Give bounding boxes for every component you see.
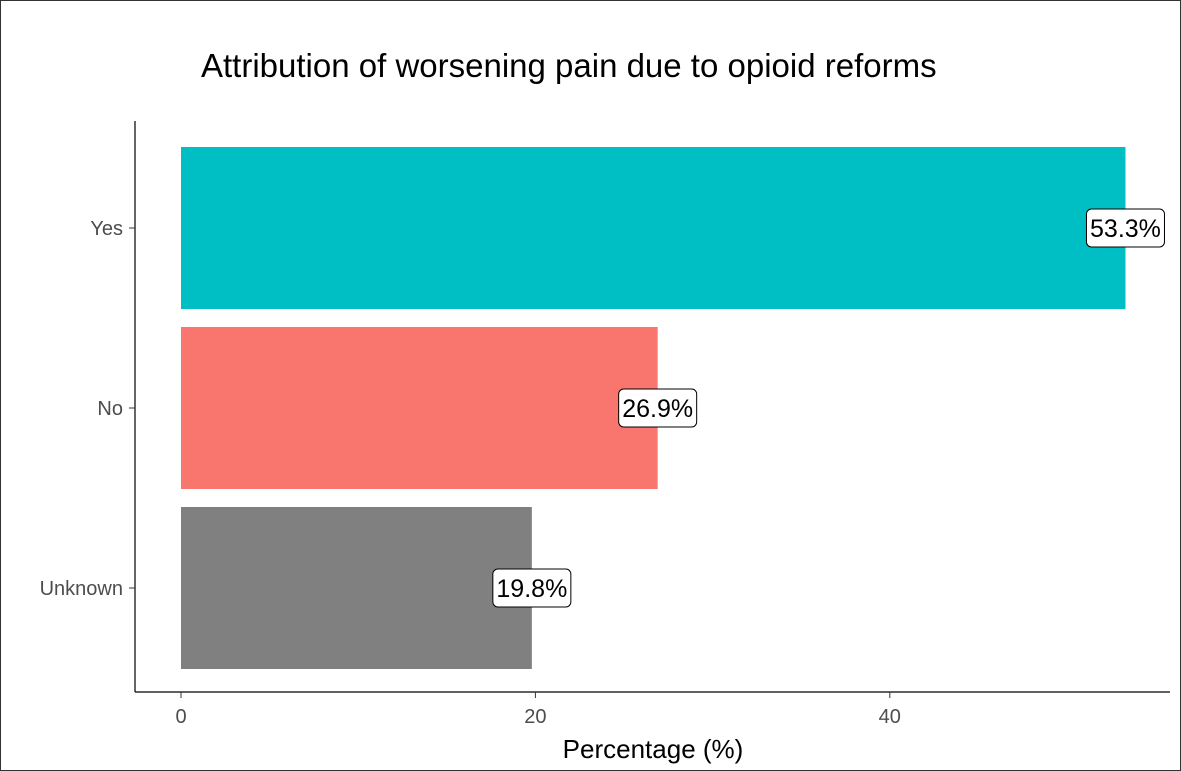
- data-label-yes: 53.3%: [1090, 215, 1161, 243]
- data-label-box-yes: [1085, 208, 1165, 248]
- x-axis-title: Percentage (%): [563, 734, 744, 764]
- x-tick-label-0: 0: [175, 706, 186, 728]
- x-tick-label-20: 20: [524, 706, 546, 728]
- y-tick-label-yes: Yes: [90, 218, 123, 240]
- bar-unknown: [181, 507, 532, 669]
- bar-no: [181, 327, 658, 489]
- y-tick-label-no: No: [97, 398, 123, 420]
- data-label-box-unknown: [492, 568, 572, 608]
- chart-title: Attribution of worsening pain due to opi…: [201, 47, 937, 84]
- data-label-box-no: [618, 388, 698, 428]
- bar-yes: [181, 147, 1126, 309]
- x-tick-label-40: 40: [879, 706, 901, 728]
- data-label-no: 26.9%: [622, 395, 693, 423]
- y-tick-label-unknown: Unknown: [40, 578, 123, 600]
- data-label-unknown: 19.8%: [496, 575, 567, 603]
